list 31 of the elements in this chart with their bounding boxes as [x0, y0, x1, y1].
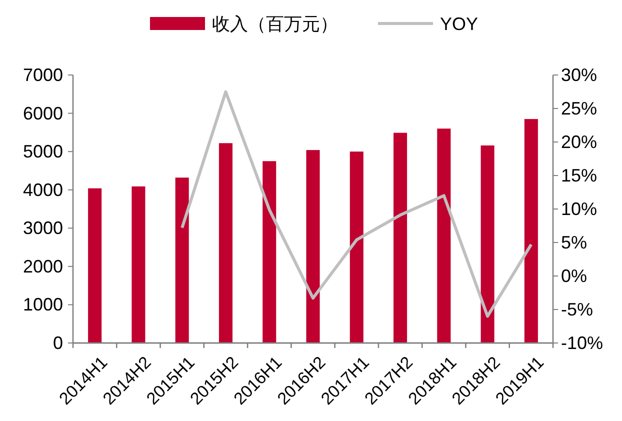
bar	[394, 132, 408, 343]
y2-tick-label: 5%	[561, 232, 588, 252]
y2-tick-label: 20%	[561, 132, 598, 152]
legend-label: YOY	[440, 14, 478, 34]
bar	[88, 188, 102, 343]
bar	[306, 150, 320, 343]
line-series	[180, 90, 533, 318]
y2-tick-label: 30%	[561, 65, 598, 85]
bar	[175, 178, 189, 343]
y-tick-label: 7000	[22, 65, 63, 85]
y-tick-label: 1000	[22, 294, 63, 315]
legend-label: 收入（百万元）	[212, 14, 338, 34]
y2-tick-label: 15%	[561, 166, 598, 186]
bar	[524, 119, 538, 343]
bar	[262, 161, 276, 343]
y-tick-label: 5000	[22, 142, 63, 162]
bar	[437, 128, 451, 343]
y2-tick-label: -10%	[561, 333, 604, 353]
y2-tick-label: -5%	[561, 300, 594, 320]
y-tick-label: 4000	[22, 180, 63, 200]
bar	[132, 186, 146, 343]
bar	[218, 143, 232, 343]
y2-tick-label: 25%	[561, 98, 598, 118]
y2-tick-label: 0%	[561, 266, 588, 286]
y-tick-label: 0	[52, 333, 63, 353]
y-tick-label: 6000	[22, 103, 63, 124]
bar	[350, 152, 364, 343]
y-tick-label: 3000	[22, 218, 63, 238]
bar	[480, 145, 494, 343]
y-tick-label: 2000	[22, 256, 63, 276]
y2-tick-label: 10%	[561, 199, 598, 219]
